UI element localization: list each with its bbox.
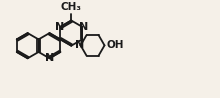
Text: N: N	[45, 53, 54, 63]
Text: N: N	[55, 22, 64, 32]
Text: N: N	[79, 22, 88, 32]
Text: CH₃: CH₃	[61, 2, 82, 12]
Text: OH: OH	[106, 40, 124, 50]
Text: N: N	[75, 40, 84, 50]
